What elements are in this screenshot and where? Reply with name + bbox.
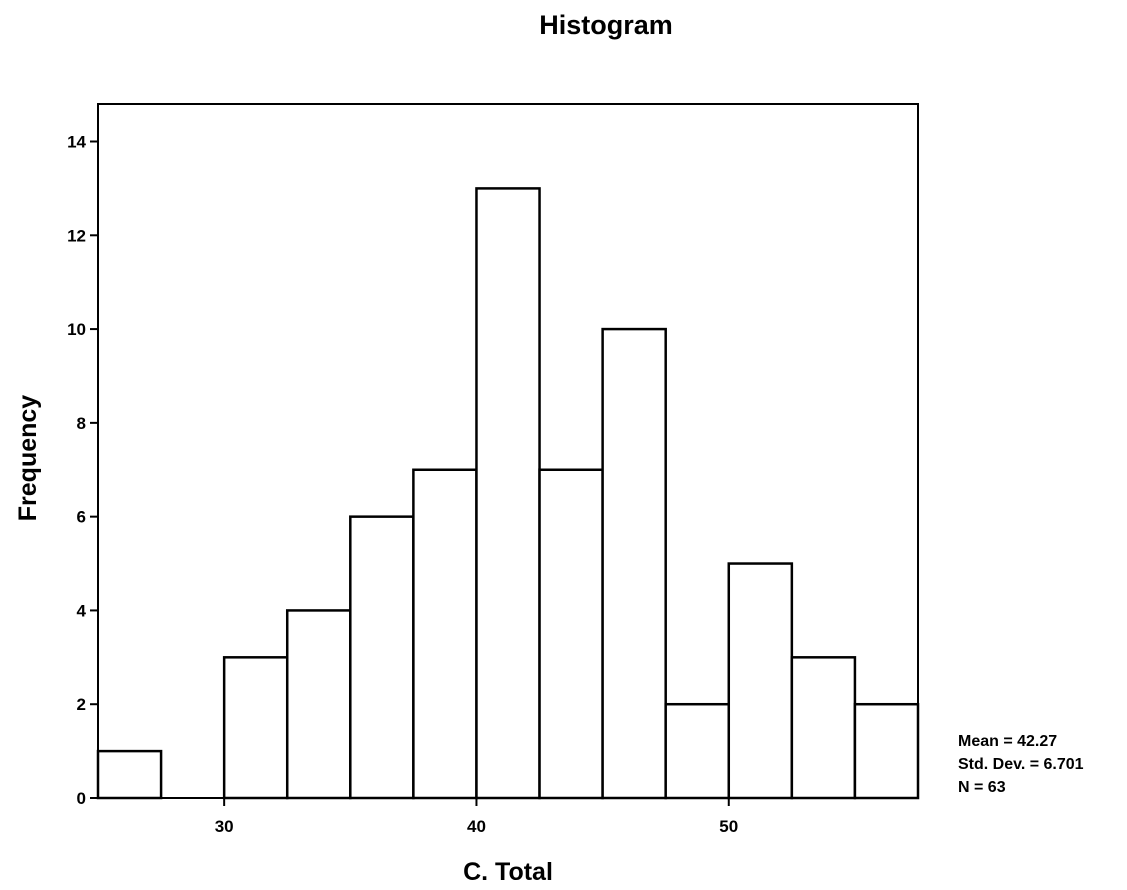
x-axis-label: C. Total [463,858,553,886]
histogram-bars [96,187,920,800]
y-tick-label: 8 [77,414,86,433]
y-tick-label: 14 [67,133,86,152]
y-axis: 0 2 4 6 8 10 12 14 [67,133,98,808]
histogram-bar [601,327,667,800]
stats-std-dev: Std. Dev. = 6.701 [958,756,1084,773]
stats-mean: Mean = 42.27 [958,733,1057,750]
histogram-bar [853,702,920,800]
histogram-bar [349,515,415,800]
histogram-bar [475,187,541,800]
x-tick-label: 50 [719,817,738,836]
stats-box: Mean = 42.27 Std. Dev. = 6.701 N = 63 [958,733,1084,796]
histogram-bar [664,702,731,800]
x-tick-label: 30 [215,817,234,836]
chart-title: Histogram [539,10,673,40]
histogram-bar [727,562,794,800]
y-tick-label: 6 [77,508,86,527]
histogram-bar [790,656,857,800]
histogram-bar [222,656,289,800]
y-axis-label: Frequency [14,395,42,522]
x-axis: 30 40 50 [215,798,738,836]
y-tick-label: 12 [67,226,86,245]
histogram-bar [412,468,478,800]
y-tick-label: 2 [77,695,86,714]
histogram-bar [538,468,604,800]
stats-n: N = 63 [958,779,1006,796]
x-tick-label: 40 [467,817,486,836]
y-tick-label: 10 [67,320,86,339]
y-tick-label: 0 [77,789,86,808]
y-tick-label: 4 [77,601,87,620]
histogram-bar [285,609,352,800]
histogram-bar [96,749,163,800]
